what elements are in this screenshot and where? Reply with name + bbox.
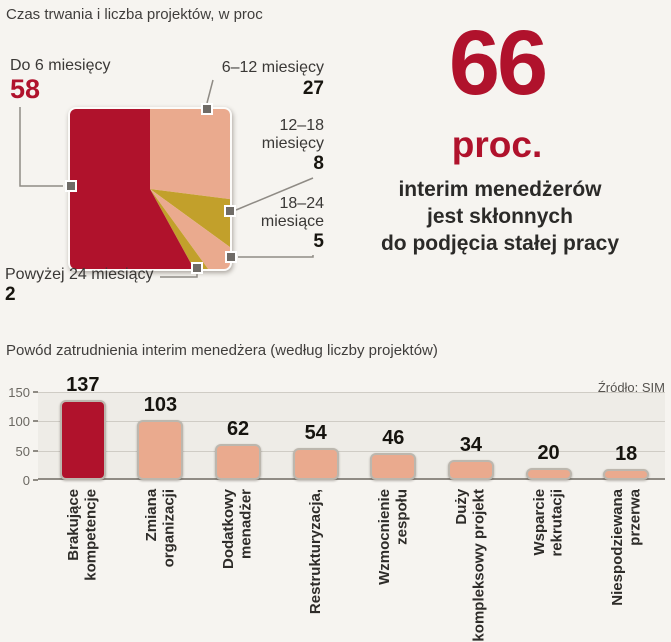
- callout-line: interim menedżerów: [398, 178, 602, 201]
- leader-line-do6: [19, 107, 63, 187]
- bar-chart-title: Powód zatrudnienia interim menedżera (we…: [6, 342, 438, 359]
- bar-column-1: 103: [122, 394, 200, 480]
- bar-category-label: Wsparcie rekrutacji: [530, 489, 566, 557]
- bar: [59, 399, 106, 480]
- bar: [525, 468, 572, 480]
- bar: [370, 453, 417, 480]
- y-axis-tick-label: 0: [22, 473, 30, 488]
- bar-category-cell: Wsparcie rekrutacji: [510, 489, 588, 557]
- bar-column-2: 62: [199, 418, 277, 480]
- segment-value-18-24: 5: [313, 231, 324, 252]
- bar-category-cell: Brakujące kompetencje: [44, 489, 122, 581]
- bar-category-cell: Wzmocnienie zespołu: [355, 489, 433, 585]
- bar-plot-area: [33, 391, 665, 481]
- square-pie-chart: [70, 109, 230, 269]
- bars-row: 137 103 62 54 46 34 20 18: [44, 374, 665, 480]
- pie-segment-3: [150, 189, 230, 269]
- y-axis-tick: [33, 479, 38, 481]
- bar-column-3: 54: [277, 422, 355, 480]
- segment-label-do6: Do 6 miesięcy: [10, 57, 111, 74]
- duration-chart-title: Czas trwania i liczba projektów, w proc: [6, 6, 263, 23]
- segment-label-12-18: 12–18 miesięcy: [261, 117, 324, 153]
- bar-category-cell: Dodatkowy menadżer: [199, 489, 277, 569]
- bar-category-label: Dodatkowy menadżer: [220, 489, 256, 570]
- y-axis-tick: [33, 420, 38, 423]
- segment-value-do6: 58: [10, 74, 41, 104]
- pie-segment-0: [70, 109, 194, 269]
- gridline: [38, 421, 665, 423]
- callout-statement: interim menedżerów jest skłonnych do pod…: [347, 177, 653, 258]
- bar-column-0: 137: [44, 374, 122, 480]
- bar-column-5: 34: [432, 434, 510, 480]
- callout-line: jest skłonnych: [427, 204, 573, 228]
- bar-category-cell: Niespodziewana przerwa: [587, 489, 665, 606]
- callout-number: 66: [448, 12, 548, 114]
- bar-value-label: 137: [66, 373, 100, 396]
- bar-value-label: 20: [537, 442, 560, 465]
- y-axis-tick: [33, 391, 38, 393]
- bar-value-label: 62: [226, 417, 250, 440]
- gridline: [38, 450, 665, 452]
- y-axis-tick: [33, 449, 38, 452]
- leader-line-18-24: [238, 255, 314, 258]
- bar-category-cell: Duży kompleksowy projekt: [432, 489, 510, 642]
- bar-column-4: 46: [355, 427, 433, 480]
- bar: [137, 419, 184, 480]
- bar-category-label: Restrukturyzacja,: [306, 489, 324, 615]
- bar-category-label: Duży kompleksowy projekt: [453, 489, 488, 642]
- y-axis-tick-label: 50: [15, 443, 30, 459]
- segment-value-12-18: 8: [313, 153, 324, 174]
- y-axis: 150 100 50 0: [0, 385, 32, 488]
- bar: [215, 443, 262, 480]
- segment-value-pow24: 2: [5, 284, 16, 305]
- bar: [447, 460, 494, 480]
- bar-category-cell: Restrukturyzacja,: [277, 489, 355, 614]
- bar: [292, 448, 339, 480]
- segment-label-pow24: Powyżej 24 miesiący: [5, 266, 154, 283]
- y-axis-tick-label: 100: [8, 414, 30, 430]
- segment-value-6-12: 27: [302, 78, 324, 99]
- pie-segment-1: [150, 109, 230, 200]
- bar-column-6: 20: [510, 442, 588, 480]
- bar-column-7: 18: [587, 443, 665, 480]
- source-label: Źródło: SIM: [597, 380, 665, 395]
- bar-category-labels-row: Brakujące kompetencje Zmiana organizacji D…: [44, 489, 665, 642]
- duration-square-pie: [68, 107, 232, 271]
- bar-value-label: 18: [615, 443, 638, 466]
- bar-value-label: 34: [459, 434, 483, 457]
- bar-category-cell: Zmiana organizacji: [122, 489, 200, 567]
- bar-category-label: Wzmocnienie zespołu: [375, 489, 411, 585]
- bar-value-label: 54: [304, 422, 327, 445]
- y-axis-tick-label: 150: [8, 385, 30, 400]
- segment-label-18-24: 18–24 miesiące: [260, 195, 324, 231]
- bar-value-label: 46: [382, 427, 405, 449]
- bar-value-label: 103: [143, 393, 178, 416]
- bar-category-label: Zmiana organizacji: [142, 489, 178, 568]
- bar: [603, 469, 650, 480]
- callout-unit: proc.: [451, 124, 543, 165]
- callout-line: do podjęcia stałej pracy: [380, 231, 620, 255]
- leader-line-pow24: [160, 273, 198, 278]
- segment-label-6-12: 6–12 miesięcy: [221, 59, 324, 76]
- gridline: [38, 392, 665, 393]
- bar-category-label: Niespodziewana przerwa: [608, 489, 644, 606]
- bar-category-label: Brakujące kompetencje: [65, 489, 100, 581]
